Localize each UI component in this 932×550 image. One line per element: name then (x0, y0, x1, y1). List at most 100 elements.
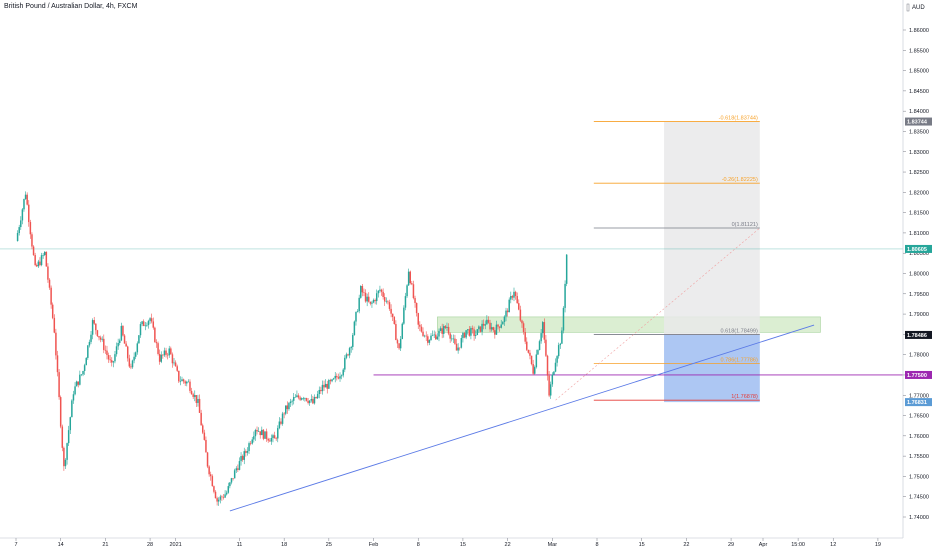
candle-body[interactable] (72, 394, 75, 401)
position-target-area[interactable] (664, 334, 760, 403)
candle-body[interactable] (230, 478, 233, 483)
candle-body[interactable] (556, 356, 558, 363)
candle-body[interactable] (366, 296, 368, 302)
candle-body[interactable] (281, 413, 284, 424)
candle-body[interactable] (478, 326, 480, 330)
candle-body[interactable] (398, 343, 400, 349)
candle-body[interactable] (278, 421, 281, 429)
candle-body[interactable] (238, 461, 241, 470)
candle-body[interactable] (174, 362, 177, 367)
candle-body[interactable] (24, 194, 27, 200)
candle-body[interactable] (176, 366, 178, 371)
candle-body[interactable] (253, 436, 255, 440)
candle-body[interactable] (328, 380, 330, 389)
candle-body[interactable] (382, 291, 384, 297)
candle-body[interactable] (564, 283, 566, 308)
candle-body[interactable] (363, 292, 365, 293)
candle-body[interactable] (194, 395, 196, 397)
candle-body[interactable] (379, 289, 381, 291)
candle-body[interactable] (522, 323, 525, 333)
candle-body[interactable] (433, 334, 435, 336)
candle-body[interactable] (451, 338, 453, 340)
candle-body[interactable] (195, 395, 198, 403)
candle-body[interactable] (103, 338, 105, 350)
candle-body[interactable] (468, 329, 471, 336)
candle-body[interactable] (300, 398, 303, 400)
candle-body[interactable] (190, 390, 193, 395)
candle-body[interactable] (43, 251, 46, 255)
candle-body[interactable] (465, 330, 467, 338)
candle-body[interactable] (144, 325, 147, 327)
candle-body[interactable] (315, 397, 317, 399)
candle-body[interactable] (323, 384, 325, 388)
candle-body[interactable] (324, 383, 327, 388)
candle-body[interactable] (535, 354, 538, 368)
candle-body[interactable] (537, 350, 539, 355)
candle-body[interactable] (546, 355, 549, 376)
candle-body[interactable] (438, 330, 440, 337)
candle-body[interactable] (254, 429, 257, 437)
candle-body[interactable] (71, 400, 73, 418)
candle-body[interactable] (455, 343, 458, 351)
price-tag[interactable] (905, 330, 932, 339)
candle-body[interactable] (443, 326, 445, 334)
candle-body[interactable] (123, 335, 126, 344)
candle-body[interactable] (182, 379, 185, 382)
candle-body[interactable] (347, 354, 349, 356)
candle-body[interactable] (565, 254, 568, 284)
candle-body[interactable] (170, 348, 172, 355)
candle-body[interactable] (505, 310, 507, 317)
candle-body[interactable] (270, 437, 273, 442)
candle-body[interactable] (462, 332, 464, 339)
candle-body[interactable] (401, 323, 404, 339)
candle-body[interactable] (545, 339, 547, 356)
candle-body[interactable] (500, 324, 502, 328)
candle-body[interactable] (399, 338, 402, 349)
candle-body[interactable] (364, 292, 367, 302)
candle-body[interactable] (447, 326, 450, 334)
candle-body[interactable] (422, 331, 424, 336)
candle-body[interactable] (368, 296, 370, 302)
candle-body[interactable] (446, 326, 448, 328)
candle-body[interactable] (439, 328, 442, 331)
candle-body[interactable] (136, 343, 139, 353)
candle-body[interactable] (95, 323, 97, 331)
candle-body[interactable] (122, 325, 124, 336)
candle-body[interactable] (125, 343, 127, 347)
candle-body[interactable] (548, 375, 550, 396)
candle-body[interactable] (280, 421, 282, 424)
candle-body[interactable] (489, 322, 491, 330)
candle-body[interactable] (559, 343, 562, 346)
candle-body[interactable] (85, 357, 87, 366)
candle-body[interactable] (361, 285, 364, 293)
candle-body[interactable] (214, 491, 217, 499)
candle-body[interactable] (527, 349, 530, 353)
candle-body[interactable] (543, 322, 546, 340)
candle-body[interactable] (64, 459, 67, 467)
candle-body[interactable] (449, 333, 451, 339)
candle-body[interactable] (23, 199, 25, 210)
candle-body[interactable] (291, 400, 293, 402)
candle-body[interactable] (243, 451, 246, 460)
candle-body[interactable] (216, 498, 218, 502)
candle-body[interactable] (561, 330, 563, 344)
candle-body[interactable] (476, 329, 479, 336)
candle-body[interactable] (93, 320, 95, 324)
candle-body[interactable] (427, 336, 429, 343)
candle-body[interactable] (111, 360, 113, 363)
candle-body[interactable] (265, 431, 268, 439)
candle-body[interactable] (340, 375, 343, 377)
candle-body[interactable] (318, 389, 321, 395)
candle-body[interactable] (529, 352, 531, 356)
candle-body[interactable] (436, 336, 439, 340)
candle-body[interactable] (460, 338, 463, 348)
candle-body[interactable] (146, 325, 148, 326)
candle-body[interactable] (269, 440, 271, 442)
candle-body[interactable] (326, 383, 329, 389)
candle-body[interactable] (241, 456, 244, 460)
candle-body[interactable] (540, 333, 542, 342)
candle-body[interactable] (526, 341, 528, 350)
candle-body[interactable] (120, 325, 123, 341)
candle-body[interactable] (390, 308, 392, 314)
candle-body[interactable] (224, 494, 226, 498)
